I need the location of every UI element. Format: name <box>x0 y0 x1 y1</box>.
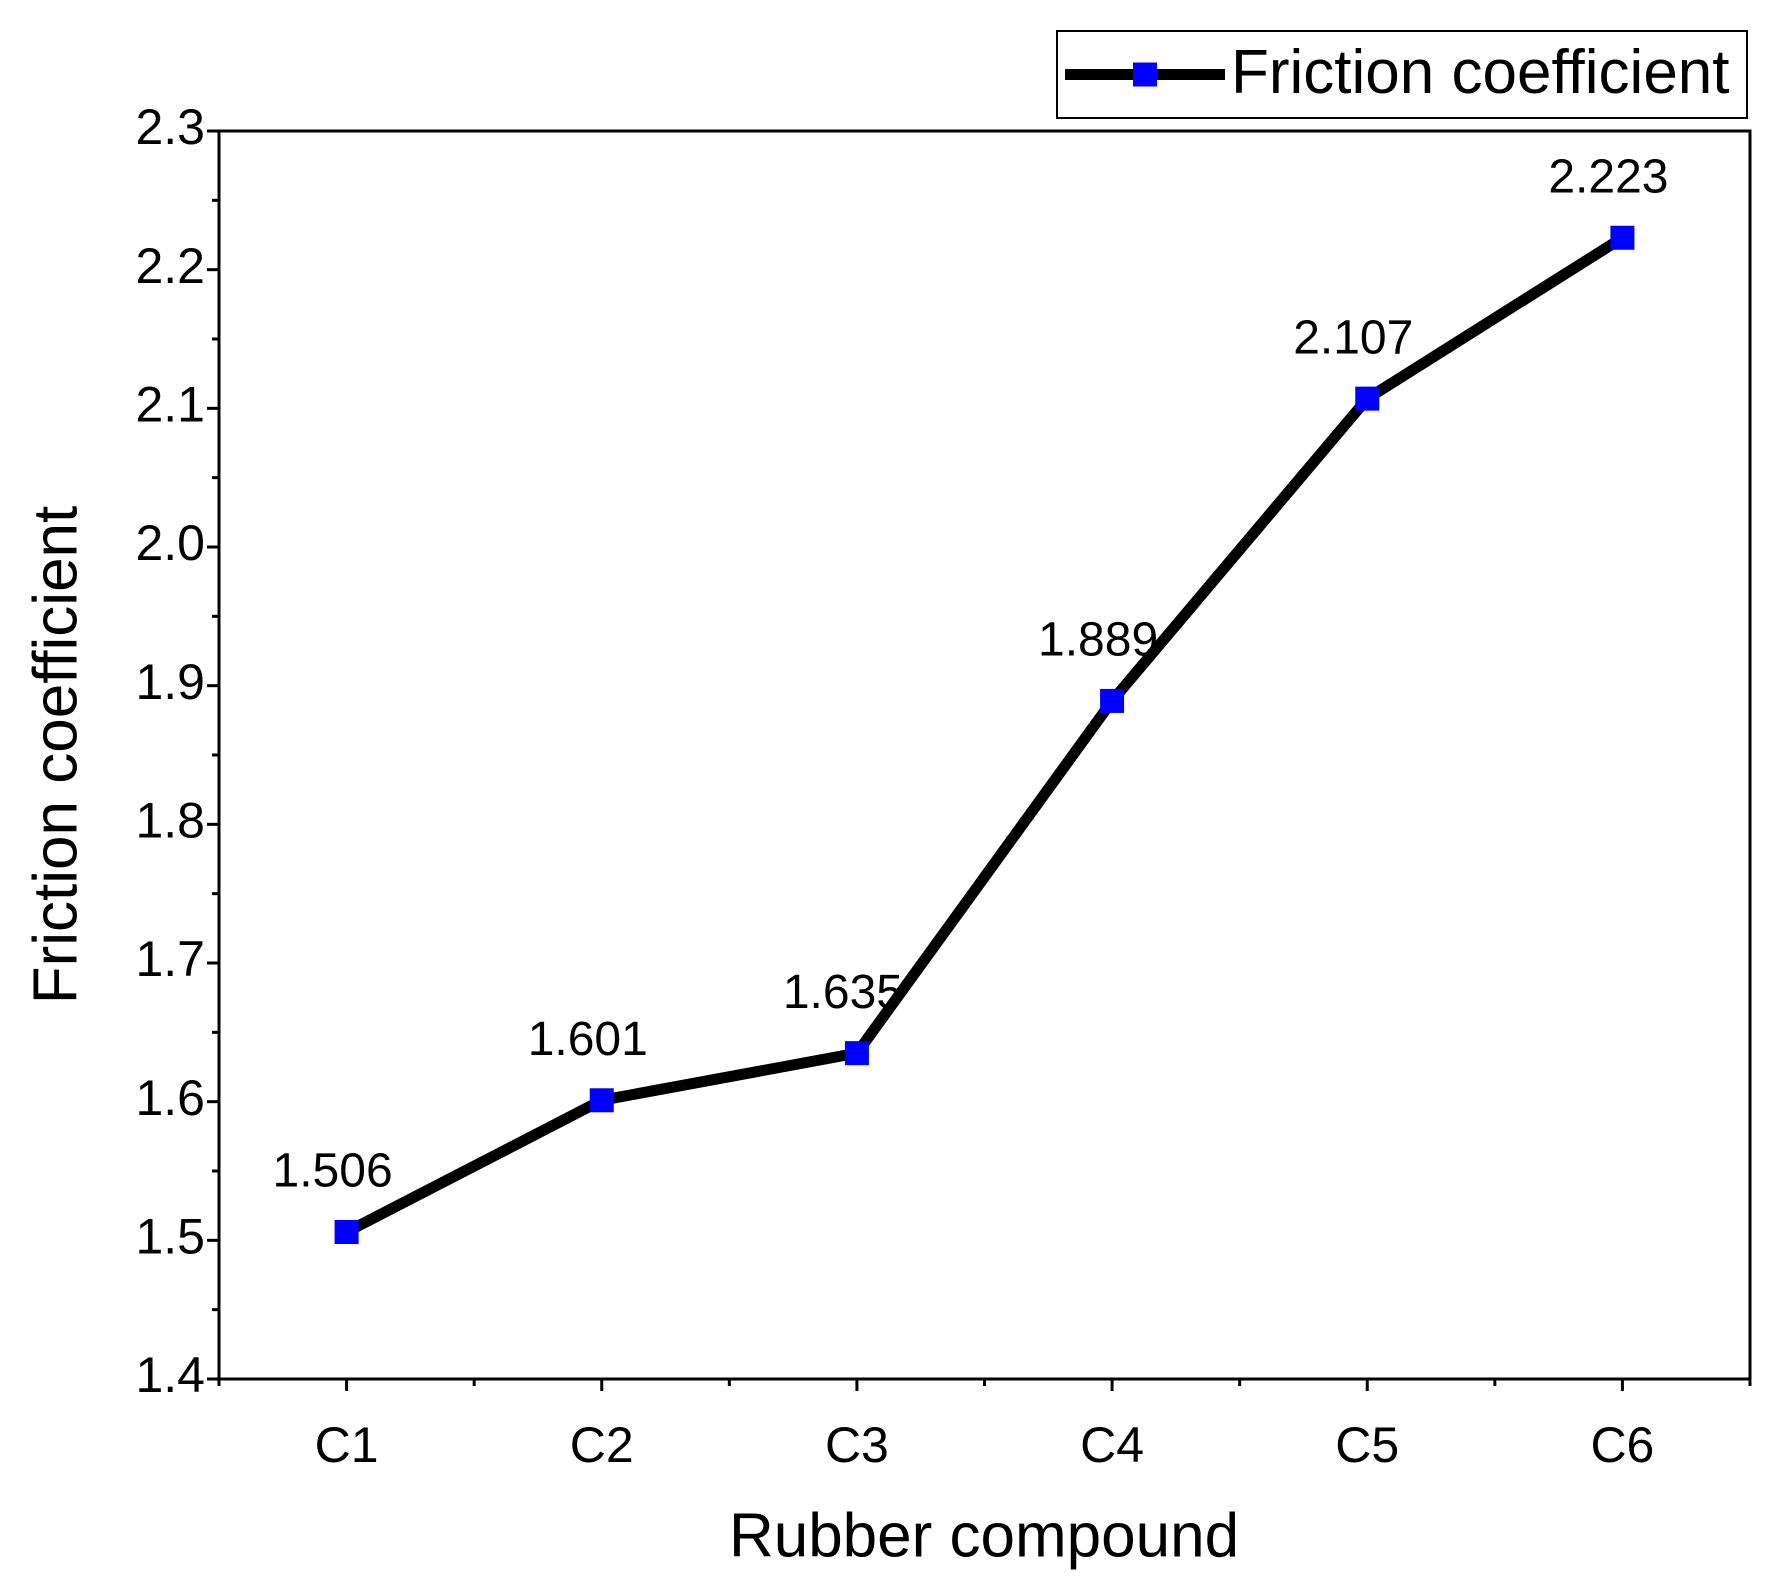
data-label: 2.223 <box>1548 150 1668 203</box>
marker <box>844 1041 869 1066</box>
x-axis-title: Rubber compound <box>729 1501 1239 1570</box>
marker <box>1100 688 1125 713</box>
marker <box>1355 386 1380 411</box>
y-tick-label: 2.2 <box>135 238 205 294</box>
y-tick-label: 1.4 <box>135 1347 205 1403</box>
y-tick-label: 1.7 <box>135 931 205 987</box>
data-label: 1.601 <box>528 1013 648 1066</box>
x-tick-label: C1 <box>315 1417 379 1473</box>
marker <box>1610 225 1635 250</box>
y-tick-label: 1.8 <box>135 793 205 849</box>
x-tick-label: C4 <box>1080 1417 1144 1473</box>
data-label: 1.635 <box>783 966 903 1019</box>
data-label: 1.506 <box>273 1145 393 1198</box>
legend-marker <box>1133 62 1157 87</box>
data-label: 2.107 <box>1293 311 1413 364</box>
marker <box>334 1220 359 1245</box>
series-line <box>344 233 1626 1237</box>
y-tick-label: 2.0 <box>135 515 205 571</box>
x-tick-label: C2 <box>570 1417 634 1473</box>
y-tick-label: 1.5 <box>135 1209 205 1265</box>
y-tick-label: 2.1 <box>135 377 205 433</box>
data-label: 1.889 <box>1038 614 1158 667</box>
x-tick-label: C6 <box>1590 1417 1654 1473</box>
y-tick-label: 1.6 <box>135 1070 205 1126</box>
marker <box>589 1088 614 1113</box>
x-tick-label: C5 <box>1335 1417 1399 1473</box>
y-tick-label: 2.3 <box>135 99 205 155</box>
y-tick-label: 1.9 <box>135 654 205 710</box>
y-axis-title: Friction coefficient <box>21 506 90 1005</box>
x-tick-label: C3 <box>825 1417 889 1473</box>
plot-frame <box>217 129 1752 1381</box>
legend-label: Friction coefficient <box>1231 38 1730 107</box>
